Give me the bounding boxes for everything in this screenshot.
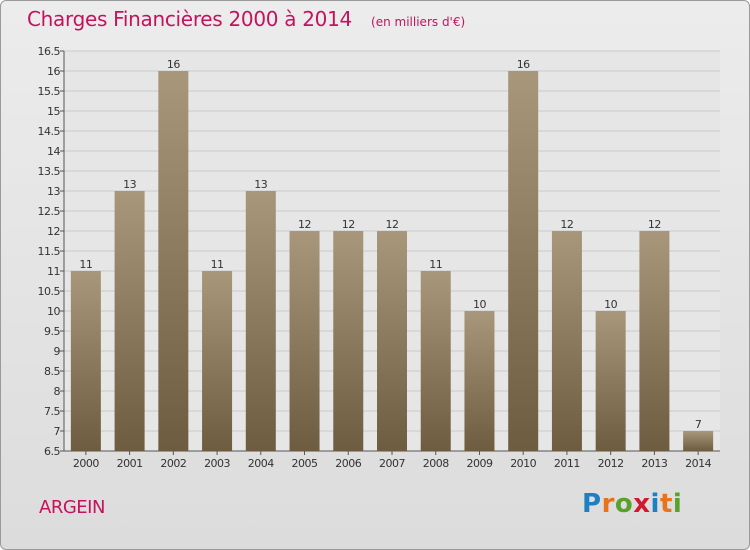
data-label: 7	[695, 418, 702, 431]
bar	[202, 271, 233, 451]
y-tick-label: 7.5	[44, 405, 60, 418]
y-tick-label: 15.5	[38, 85, 61, 98]
x-tick-label: 2006	[335, 457, 361, 470]
bar	[683, 431, 714, 451]
data-label: 11	[429, 258, 442, 271]
data-label: 12	[560, 218, 573, 231]
y-tick-label: 10.5	[38, 285, 61, 298]
logo-letter: r	[601, 489, 615, 519]
x-tick-label: 2010	[510, 457, 536, 470]
data-label: 10	[473, 298, 486, 311]
chart-subtitle: (en milliers d'€)	[371, 15, 466, 29]
y-tick-label: 15	[47, 105, 60, 118]
logo-letter: i	[650, 489, 660, 519]
x-tick-label: 2013	[641, 457, 667, 470]
x-tick-label: 2000	[73, 457, 99, 470]
logo-letter: o	[614, 489, 634, 519]
y-tick-label: 7	[54, 425, 61, 438]
bar	[333, 231, 364, 451]
logo-letter: t	[659, 489, 673, 519]
y-tick-label: 14.5	[38, 125, 61, 138]
x-tick-label: 2003	[204, 457, 230, 470]
data-label: 12	[648, 218, 661, 231]
x-tick-label: 2001	[117, 457, 143, 470]
data-label: 10	[604, 298, 617, 311]
logo-letter: x	[633, 489, 651, 519]
y-tick-label: 16.5	[38, 45, 61, 58]
data-label: 11	[211, 258, 224, 271]
y-tick-label: 6.5	[44, 445, 60, 458]
proxiti-logo: Proxiti	[582, 489, 682, 519]
bar	[639, 231, 670, 451]
bar	[158, 71, 189, 451]
y-tick-label: 9.5	[44, 325, 60, 338]
y-tick-label: 12	[47, 225, 60, 238]
data-label: 11	[79, 258, 92, 271]
y-tick-label: 11.5	[38, 245, 61, 258]
data-label: 12	[386, 218, 399, 231]
bar	[508, 71, 539, 451]
y-tick-label: 9	[54, 345, 61, 358]
data-label: 16	[517, 58, 530, 71]
y-tick-label: 8	[54, 385, 61, 398]
y-tick-label: 13.5	[38, 165, 61, 178]
bar	[377, 231, 407, 451]
place-name: ARGEIN	[39, 497, 105, 518]
logo-letter: i	[672, 489, 683, 519]
y-tick-label: 13	[47, 185, 60, 198]
data-label: 13	[254, 178, 267, 191]
x-tick-label: 2004	[248, 457, 274, 470]
data-label: 13	[123, 178, 136, 191]
bar	[420, 271, 451, 451]
x-tick-label: 2012	[598, 457, 624, 470]
x-tick-label: 2014	[685, 457, 711, 470]
y-tick-label: 8.5	[44, 365, 60, 378]
y-tick-label: 10	[47, 305, 60, 318]
title-row: Charges Financières 2000 à 2014 (en mill…	[27, 7, 465, 31]
x-tick-label: 2007	[379, 457, 405, 470]
bar	[289, 231, 320, 451]
x-tick-label: 2011	[554, 457, 580, 470]
x-tick-label: 2005	[292, 457, 318, 470]
chart-title: Charges Financières 2000 à 2014	[27, 7, 352, 31]
x-tick-label: 2008	[423, 457, 449, 470]
data-label: 12	[342, 218, 355, 231]
bar	[245, 191, 276, 451]
x-tick-label: 2002	[160, 457, 186, 470]
x-tick-label: 2009	[466, 457, 492, 470]
logo-letter: P	[582, 489, 602, 519]
data-label: 12	[298, 218, 311, 231]
y-tick-label: 16	[47, 65, 60, 78]
y-tick-label: 12.5	[38, 205, 61, 218]
bar	[70, 271, 101, 451]
bar	[114, 191, 145, 451]
bar	[551, 231, 582, 451]
y-tick-label: 14	[47, 145, 60, 158]
data-label: 16	[167, 58, 180, 71]
y-tick-label: 11	[47, 265, 60, 278]
bar	[464, 311, 495, 451]
bar	[595, 311, 626, 451]
